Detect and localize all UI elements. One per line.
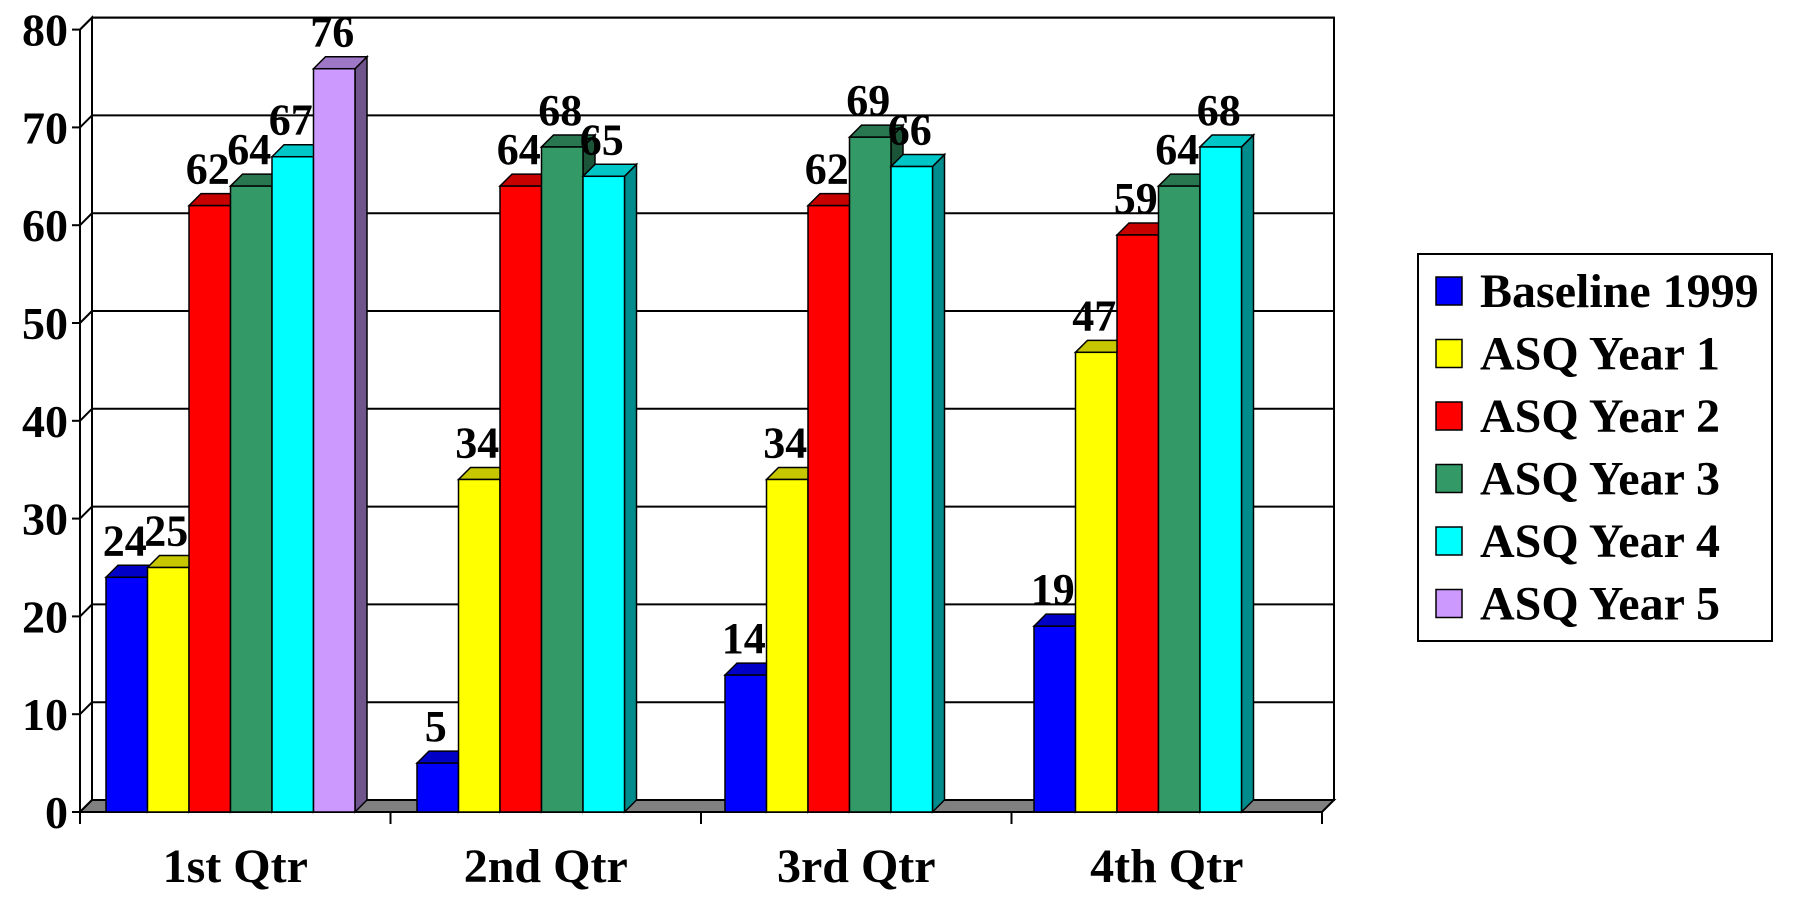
x-category-label: 2nd Qtr <box>464 840 628 893</box>
legend-item: ASQ Year 2 <box>1435 390 1720 443</box>
data-label: 65 <box>580 115 624 164</box>
x-category-label: 1st Qtr <box>163 840 308 893</box>
gridline-side <box>79 505 93 520</box>
gridline-side <box>79 603 93 618</box>
bar <box>311 54 369 814</box>
data-label: 25 <box>144 507 188 556</box>
data-label: 64 <box>497 125 541 174</box>
y-tick-label: 80 <box>22 5 68 56</box>
data-label: 62 <box>805 145 849 194</box>
data-label: 19 <box>1031 565 1075 614</box>
bar <box>1198 133 1256 814</box>
legend-label: ASQ Year 2 <box>1480 390 1720 443</box>
y-tick-label: 50 <box>22 298 68 349</box>
legend-label: ASQ Year 4 <box>1480 515 1720 568</box>
legend-label: ASQ Year 5 <box>1480 578 1720 631</box>
legend-swatch <box>1435 588 1463 619</box>
gridline-side <box>79 310 93 324</box>
data-label: 69 <box>846 76 890 125</box>
gridline-side <box>79 114 93 129</box>
data-label: 62 <box>186 145 230 194</box>
data-label: 14 <box>722 614 766 663</box>
data-label: 68 <box>1197 86 1241 135</box>
legend-swatch <box>1435 401 1463 431</box>
data-label: 24 <box>103 516 147 565</box>
legend-item: ASQ Year 5 <box>1435 578 1720 631</box>
legend-item: ASQ Year 3 <box>1435 453 1720 506</box>
legend-item: ASQ Year 4 <box>1435 515 1720 568</box>
data-label: 47 <box>1072 291 1116 340</box>
legend-swatch <box>1435 276 1463 306</box>
legend-label: Baseline 1999 <box>1480 265 1759 318</box>
bar <box>581 162 639 814</box>
x-category-label: 4th Qtr <box>1090 840 1243 893</box>
data-label: 64 <box>227 125 271 174</box>
gridline-side <box>79 408 93 422</box>
legend-box <box>1417 253 1773 642</box>
legend: Baseline 1999 ASQ Year 1 ASQ Year 2 ASQ Yea… <box>1417 253 1773 642</box>
legend-swatch <box>1435 463 1463 494</box>
y-tick-label: 40 <box>22 396 68 447</box>
y-tick-label: 0 <box>45 787 68 838</box>
data-label: 67 <box>269 96 313 145</box>
y-tick-label: 70 <box>22 102 68 153</box>
legend-item: Baseline 1999 <box>1435 265 1759 318</box>
bar <box>889 152 947 814</box>
data-label: 66 <box>888 106 932 155</box>
legend-swatch <box>1435 338 1463 369</box>
data-label: 5 <box>425 702 447 751</box>
y-tick-label: 20 <box>22 591 68 642</box>
bars <box>104 54 1256 814</box>
legend-label: ASQ Year 3 <box>1480 453 1720 506</box>
axes: 0 10 20 30 40 50 60 70 80 1st Qtr 2nd Qtr 3rd Qtr 4t… <box>22 5 1323 893</box>
x-category-label: 3rd Qtr <box>777 840 936 893</box>
y-tick-label: 10 <box>22 689 68 740</box>
data-label: 64 <box>1155 125 1199 174</box>
data-label: 34 <box>455 418 499 467</box>
gridline-side <box>79 16 93 31</box>
data-label: 34 <box>763 418 807 467</box>
data-label: 68 <box>538 86 582 135</box>
legend-swatch <box>1435 526 1463 556</box>
legend-item: ASQ Year 1 <box>1435 328 1720 381</box>
gridline-side <box>79 212 93 226</box>
data-label: 76 <box>310 8 354 57</box>
y-tick-label: 60 <box>22 200 68 251</box>
gridline-side <box>79 701 93 715</box>
data-labels: 2425626467765346468651434626966194759646… <box>103 8 1241 751</box>
legend-label: ASQ Year 1 <box>1480 328 1720 381</box>
data-label: 59 <box>1114 174 1158 223</box>
y-tick-label: 30 <box>22 494 68 545</box>
